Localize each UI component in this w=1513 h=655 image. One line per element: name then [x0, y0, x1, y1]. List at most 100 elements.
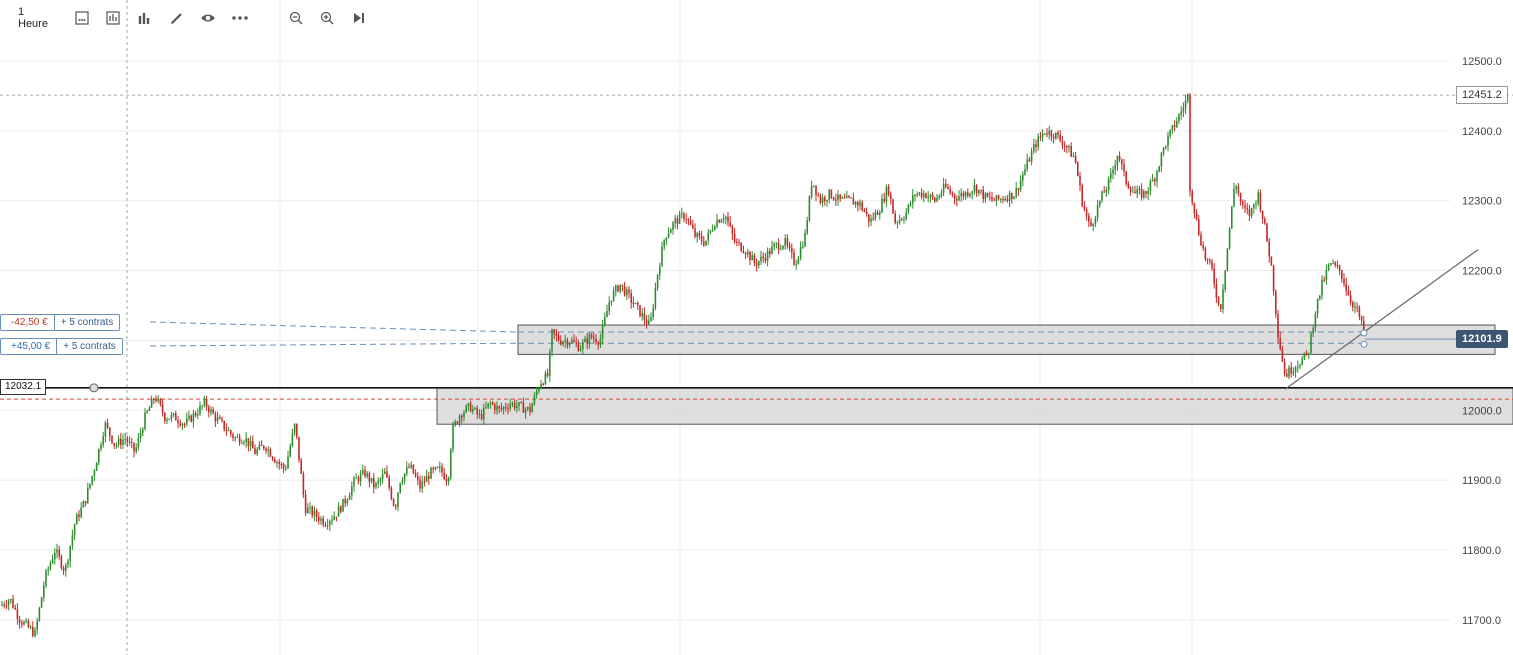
candle-body: [1277, 313, 1279, 338]
candle-body: [304, 494, 307, 514]
candle-body: [815, 185, 817, 195]
candle-body: [876, 212, 879, 215]
price-zones: [436, 324, 1513, 425]
candle-body: [1211, 261, 1213, 269]
candle-body: [903, 219, 905, 221]
candle-body: [410, 464, 412, 468]
order-connector: [149, 321, 519, 333]
candle-body: [1107, 178, 1110, 190]
candle-body: [681, 213, 683, 215]
candle-body: [423, 481, 426, 483]
candle-body: [10, 598, 12, 601]
candle-body: [595, 338, 597, 343]
candle-body: [672, 222, 674, 230]
candle-body: [359, 473, 362, 482]
candle-body: [771, 246, 773, 255]
candle-body: [340, 506, 342, 512]
zoom-out-icon[interactable]: [285, 7, 307, 29]
candle-body: [819, 195, 822, 203]
candle-body: [254, 448, 256, 455]
candle-body: [969, 193, 971, 196]
candle-body: [155, 399, 157, 401]
candle-body: [1041, 133, 1044, 137]
candle-body: [1057, 132, 1059, 135]
candle-body: [1202, 245, 1204, 249]
scroll-end-icon[interactable]: [348, 7, 370, 29]
candle-body: [604, 317, 606, 326]
candle-body: [62, 568, 65, 571]
candle-body: [139, 433, 142, 438]
candle-body: [318, 516, 320, 521]
price-tick-label: 12300.0: [1462, 196, 1502, 208]
draw-icon[interactable]: [166, 7, 188, 29]
candle-body: [199, 405, 201, 415]
candle-body: [795, 264, 797, 266]
candle-body: [234, 437, 236, 439]
candle-body: [692, 224, 694, 229]
support-zone: [436, 387, 1513, 425]
more-icon[interactable]: [229, 7, 251, 29]
visibility-icon[interactable]: [198, 7, 220, 29]
candle-body: [912, 195, 914, 204]
candle-body: [749, 251, 751, 261]
candle-body: [1301, 358, 1303, 365]
candle-body: [368, 473, 371, 482]
candle-body: [648, 320, 650, 325]
candle-body: [120, 438, 122, 445]
candle-body: [232, 434, 234, 438]
candle-body: [509, 404, 511, 409]
candle-body: [16, 609, 19, 619]
candle-body: [652, 307, 654, 318]
candle-body: [817, 194, 819, 196]
candle-body: [168, 418, 170, 420]
candle-body: [722, 218, 725, 221]
candle-body: [744, 252, 747, 255]
candle-body: [1242, 201, 1244, 206]
candle-body: [1125, 171, 1127, 184]
candle-body: [1215, 284, 1218, 298]
candle-body: [1336, 264, 1339, 266]
candle-body: [1187, 94, 1189, 101]
candle-body: [1033, 144, 1035, 152]
candle-body: [315, 510, 318, 517]
support-zone: [517, 324, 1496, 355]
candle-body: [142, 429, 144, 434]
candle-body: [520, 402, 522, 404]
candle-body: [430, 468, 432, 479]
candle-body: [236, 436, 239, 438]
candle-body: [951, 192, 954, 195]
candle-body: [69, 546, 71, 562]
horizontal-line-label[interactable]: 12032.1: [0, 379, 47, 395]
order-tag-2[interactable]: +45,00 € + 5 contrats: [0, 338, 123, 355]
candle-body: [661, 246, 663, 267]
order-contracts: + 5 contrats: [63, 341, 116, 352]
candle-body: [586, 338, 588, 344]
candle-body: [1123, 164, 1125, 172]
candle-body: [1081, 185, 1083, 207]
candle-body: [1363, 320, 1365, 333]
candle-body: [1171, 125, 1174, 130]
candle-body: [711, 229, 714, 231]
indicators-icon[interactable]: [102, 7, 124, 29]
candle-body: [157, 398, 159, 401]
candle-body: [645, 320, 648, 325]
chart-type-icon[interactable]: [134, 7, 156, 29]
candle-body: [56, 549, 58, 553]
candle-body: [989, 196, 991, 198]
zoom-in-icon[interactable]: [317, 7, 339, 29]
candle-body: [522, 402, 525, 413]
candle-body: [727, 216, 729, 223]
candle-body: [225, 429, 228, 431]
candle-body: [379, 478, 382, 481]
candle-body: [601, 325, 604, 339]
price-tick-label: 12500.0: [1462, 56, 1502, 68]
layout-icon[interactable]: [71, 7, 93, 29]
order-tag-1[interactable]: -42,50 € + 5 contrats: [0, 314, 121, 331]
timeframe-selector[interactable]: 1 Heure: [18, 6, 48, 30]
candle-body: [898, 219, 901, 223]
candle-body: [496, 406, 498, 411]
candle-body: [529, 406, 531, 413]
candle-body: [1096, 205, 1099, 219]
candle-body: [1004, 199, 1006, 201]
